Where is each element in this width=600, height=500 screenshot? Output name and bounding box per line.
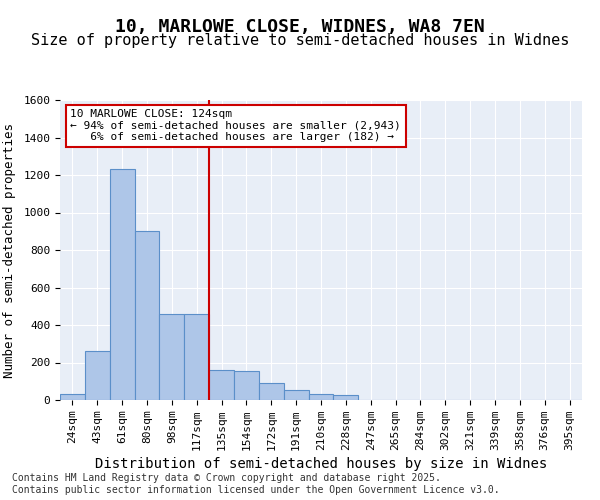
Bar xyxy=(184,314,209,400)
Text: 10 MARLOWE CLOSE: 124sqm
← 94% of semi-detached houses are smaller (2,943)
   6%: 10 MARLOWE CLOSE: 124sqm ← 94% of semi-d… xyxy=(70,109,401,142)
X-axis label: Distribution of semi-detached houses by size in Widnes: Distribution of semi-detached houses by … xyxy=(95,457,547,471)
Bar xyxy=(234,371,259,400)
Bar xyxy=(110,170,134,400)
Text: 10, MARLOWE CLOSE, WIDNES, WA8 7EN: 10, MARLOWE CLOSE, WIDNES, WA8 7EN xyxy=(115,18,485,36)
Bar xyxy=(334,396,358,400)
Text: Contains HM Land Registry data © Crown copyright and database right 2025.
Contai: Contains HM Land Registry data © Crown c… xyxy=(12,474,500,495)
Bar xyxy=(60,394,85,400)
Bar xyxy=(160,314,184,400)
Bar xyxy=(134,231,160,400)
Bar xyxy=(85,351,110,400)
Bar xyxy=(284,390,308,400)
Bar xyxy=(308,394,334,400)
Y-axis label: Number of semi-detached properties: Number of semi-detached properties xyxy=(4,122,16,378)
Text: Size of property relative to semi-detached houses in Widnes: Size of property relative to semi-detach… xyxy=(31,32,569,48)
Bar xyxy=(209,370,234,400)
Bar xyxy=(259,383,284,400)
